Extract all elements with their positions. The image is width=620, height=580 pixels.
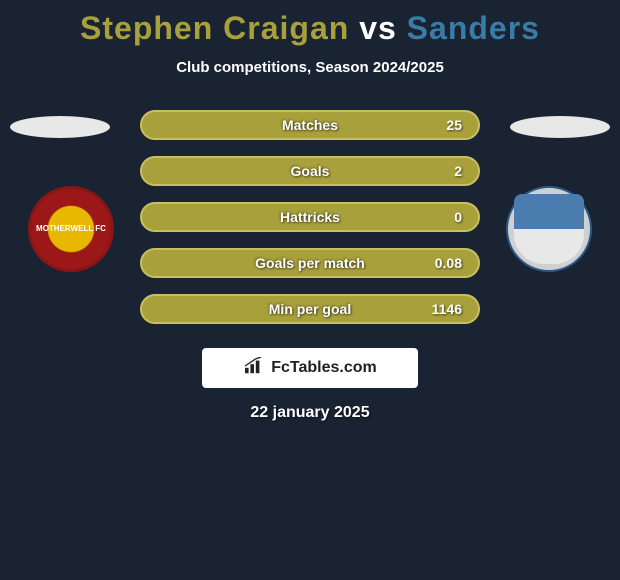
brand-badge[interactable]: FcTables.com bbox=[202, 348, 418, 388]
stat-row-mpg: Min per goal 1146 bbox=[140, 294, 480, 324]
stat-value: 1146 bbox=[432, 301, 462, 317]
player2-oval bbox=[510, 116, 610, 138]
club-crest-left-label: MOTHERWELL FC bbox=[36, 225, 106, 234]
club-crest-right-shield bbox=[514, 194, 584, 264]
bar-chart-icon bbox=[243, 357, 265, 380]
stat-label: Hattricks bbox=[280, 209, 340, 225]
stat-value: 25 bbox=[446, 117, 462, 133]
date-label: 22 january 2025 bbox=[0, 404, 620, 422]
subtitle: Club competitions, Season 2024/2025 bbox=[0, 59, 620, 76]
stat-label: Goals per match bbox=[255, 255, 365, 271]
player2-name: Sanders bbox=[407, 10, 540, 46]
club-crest-left: MOTHERWELL FC bbox=[28, 186, 114, 272]
comparison-card: Stephen Craigan vs Sanders Club competit… bbox=[0, 0, 620, 422]
stat-label: Min per goal bbox=[269, 301, 351, 317]
stat-row-goals: Goals 2 bbox=[140, 156, 480, 186]
stat-bars: Matches 25 Goals 2 Hattricks 0 Goals per… bbox=[140, 110, 480, 340]
stat-row-matches: Matches 25 bbox=[140, 110, 480, 140]
vs-separator: vs bbox=[359, 10, 397, 46]
stat-row-gpm: Goals per match 0.08 bbox=[140, 248, 480, 278]
page-title: Stephen Craigan vs Sanders bbox=[0, 10, 620, 47]
player1-oval bbox=[10, 116, 110, 138]
brand-text: FcTables.com bbox=[271, 359, 377, 377]
club-crest-right bbox=[506, 186, 592, 272]
stat-value: 0.08 bbox=[435, 255, 462, 271]
stat-value: 0 bbox=[454, 209, 462, 225]
stats-area: MOTHERWELL FC Matches 25 Goals 2 Hattric… bbox=[0, 106, 620, 336]
player1-name: Stephen Craigan bbox=[80, 10, 349, 46]
stat-value: 2 bbox=[454, 163, 462, 179]
stat-row-hattricks: Hattricks 0 bbox=[140, 202, 480, 232]
stat-label: Goals bbox=[291, 163, 330, 179]
stat-label: Matches bbox=[282, 117, 338, 133]
